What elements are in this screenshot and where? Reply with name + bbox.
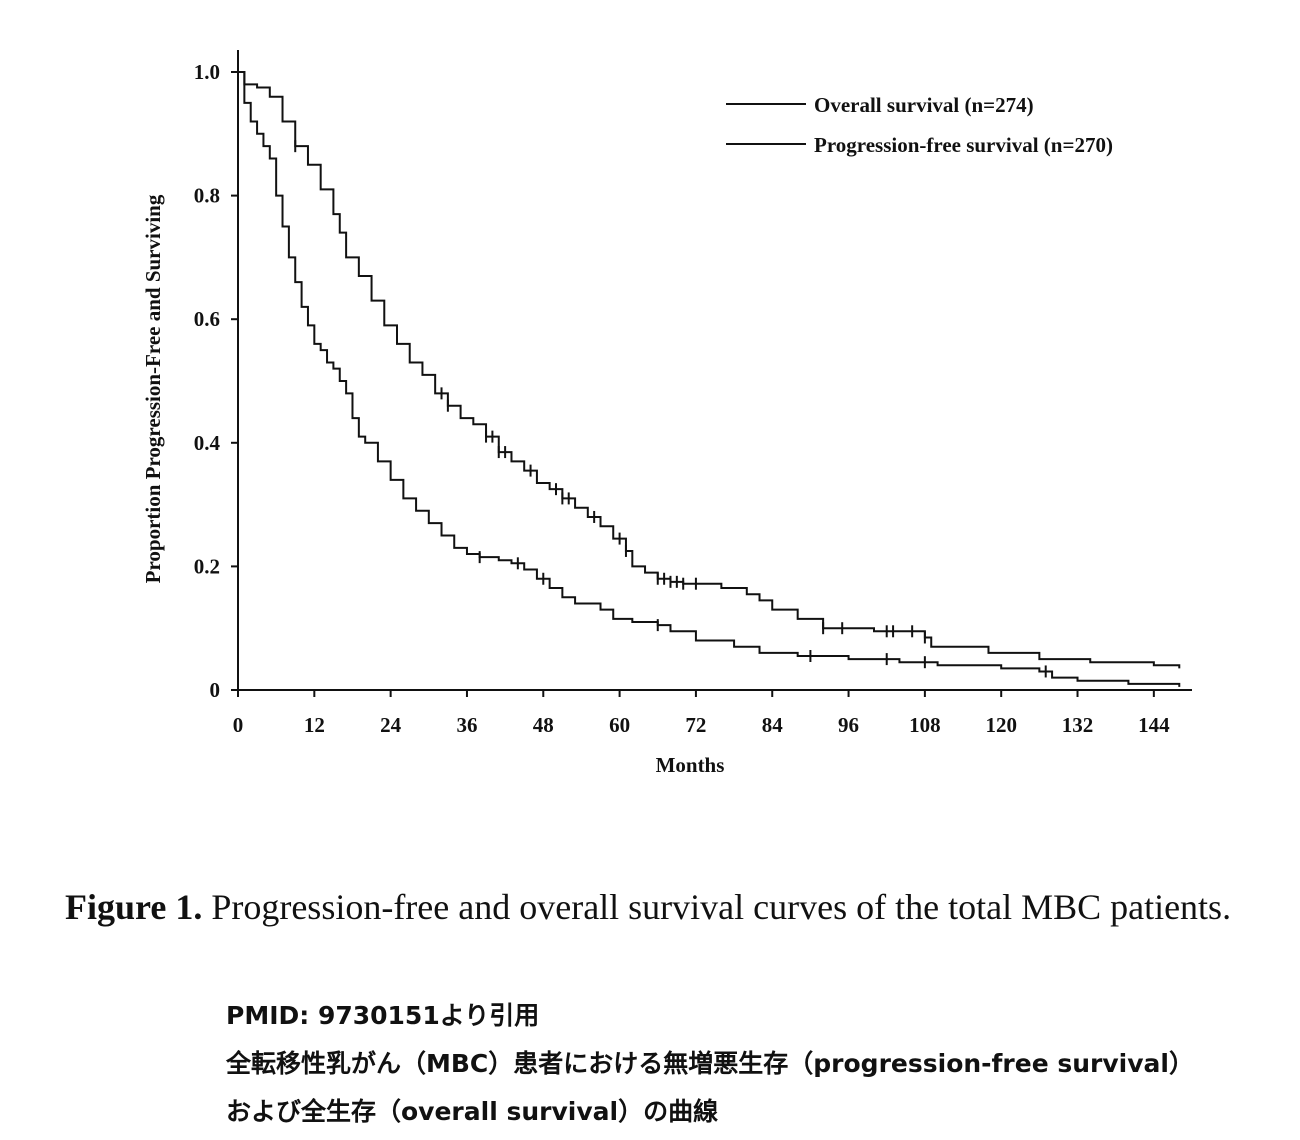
x-tick-label: 72 [685, 713, 706, 737]
x-tick-label: 84 [762, 713, 784, 737]
legend-overall-label: Overall survival (n=274) [814, 93, 1034, 117]
y-tick-label: 0 [210, 678, 221, 702]
legend-pfs-label: Progression-free survival (n=270) [814, 133, 1113, 157]
x-tick-label: 0 [233, 713, 244, 737]
y-tick-label: 0.4 [194, 431, 221, 455]
x-tick-label: 24 [380, 713, 402, 737]
x-tick-label: 120 [985, 713, 1017, 737]
overall-survival-line [237, 71, 1181, 690]
japanese-note: PMID: 9730151より引用 全転移性乳がん（MBC）患者における無増悪生… [226, 992, 1194, 1136]
chart-legend: Overall survival (n=274) Progression-free… [726, 93, 1113, 157]
japanese-note-source: PMID: 9730151より引用 [226, 1001, 540, 1030]
x-tick-label: 144 [1138, 713, 1170, 737]
chart-curves [237, 71, 1181, 690]
chart-axes: 0 12 24 36 48 60 72 84 96 108 120 132 144 0 0.2 0.4 0.6 0… [141, 50, 1192, 777]
figure-caption-text: Progression-free and overall survival cu… [211, 887, 1232, 927]
x-tick-label: 60 [609, 713, 630, 737]
x-tick-label: 132 [1062, 713, 1094, 737]
japanese-note-description: 全転移性乳がん（MBC）患者における無増悪生存（progression-free… [226, 1049, 1194, 1078]
y-axis-title: Proportion Progression-Free and Survivin… [141, 194, 165, 583]
x-tick-label: 12 [304, 713, 325, 737]
x-tick-label: 108 [909, 713, 941, 737]
x-axis-title: Months [656, 753, 725, 777]
y-tick-label: 0.8 [194, 184, 220, 208]
figure-caption: Figure 1. Progression-free and overall s… [65, 884, 1265, 930]
survival-chart: 0 12 24 36 48 60 72 84 96 108 120 132 144 0 0.2 0.4 0.6 0… [141, 50, 1192, 777]
y-tick-label: 0.2 [194, 554, 220, 578]
x-tick-label: 36 [456, 713, 477, 737]
figure-label: Figure 1. [65, 887, 203, 927]
x-tick-label: 96 [838, 713, 859, 737]
x-tick-label: 48 [533, 713, 554, 737]
japanese-note-description-cont: および全生存（overall survival）の曲線 [226, 1097, 719, 1126]
y-tick-label: 1.0 [194, 60, 220, 84]
y-tick-label: 0.6 [194, 307, 220, 331]
progression-free-survival-line [237, 71, 1181, 690]
